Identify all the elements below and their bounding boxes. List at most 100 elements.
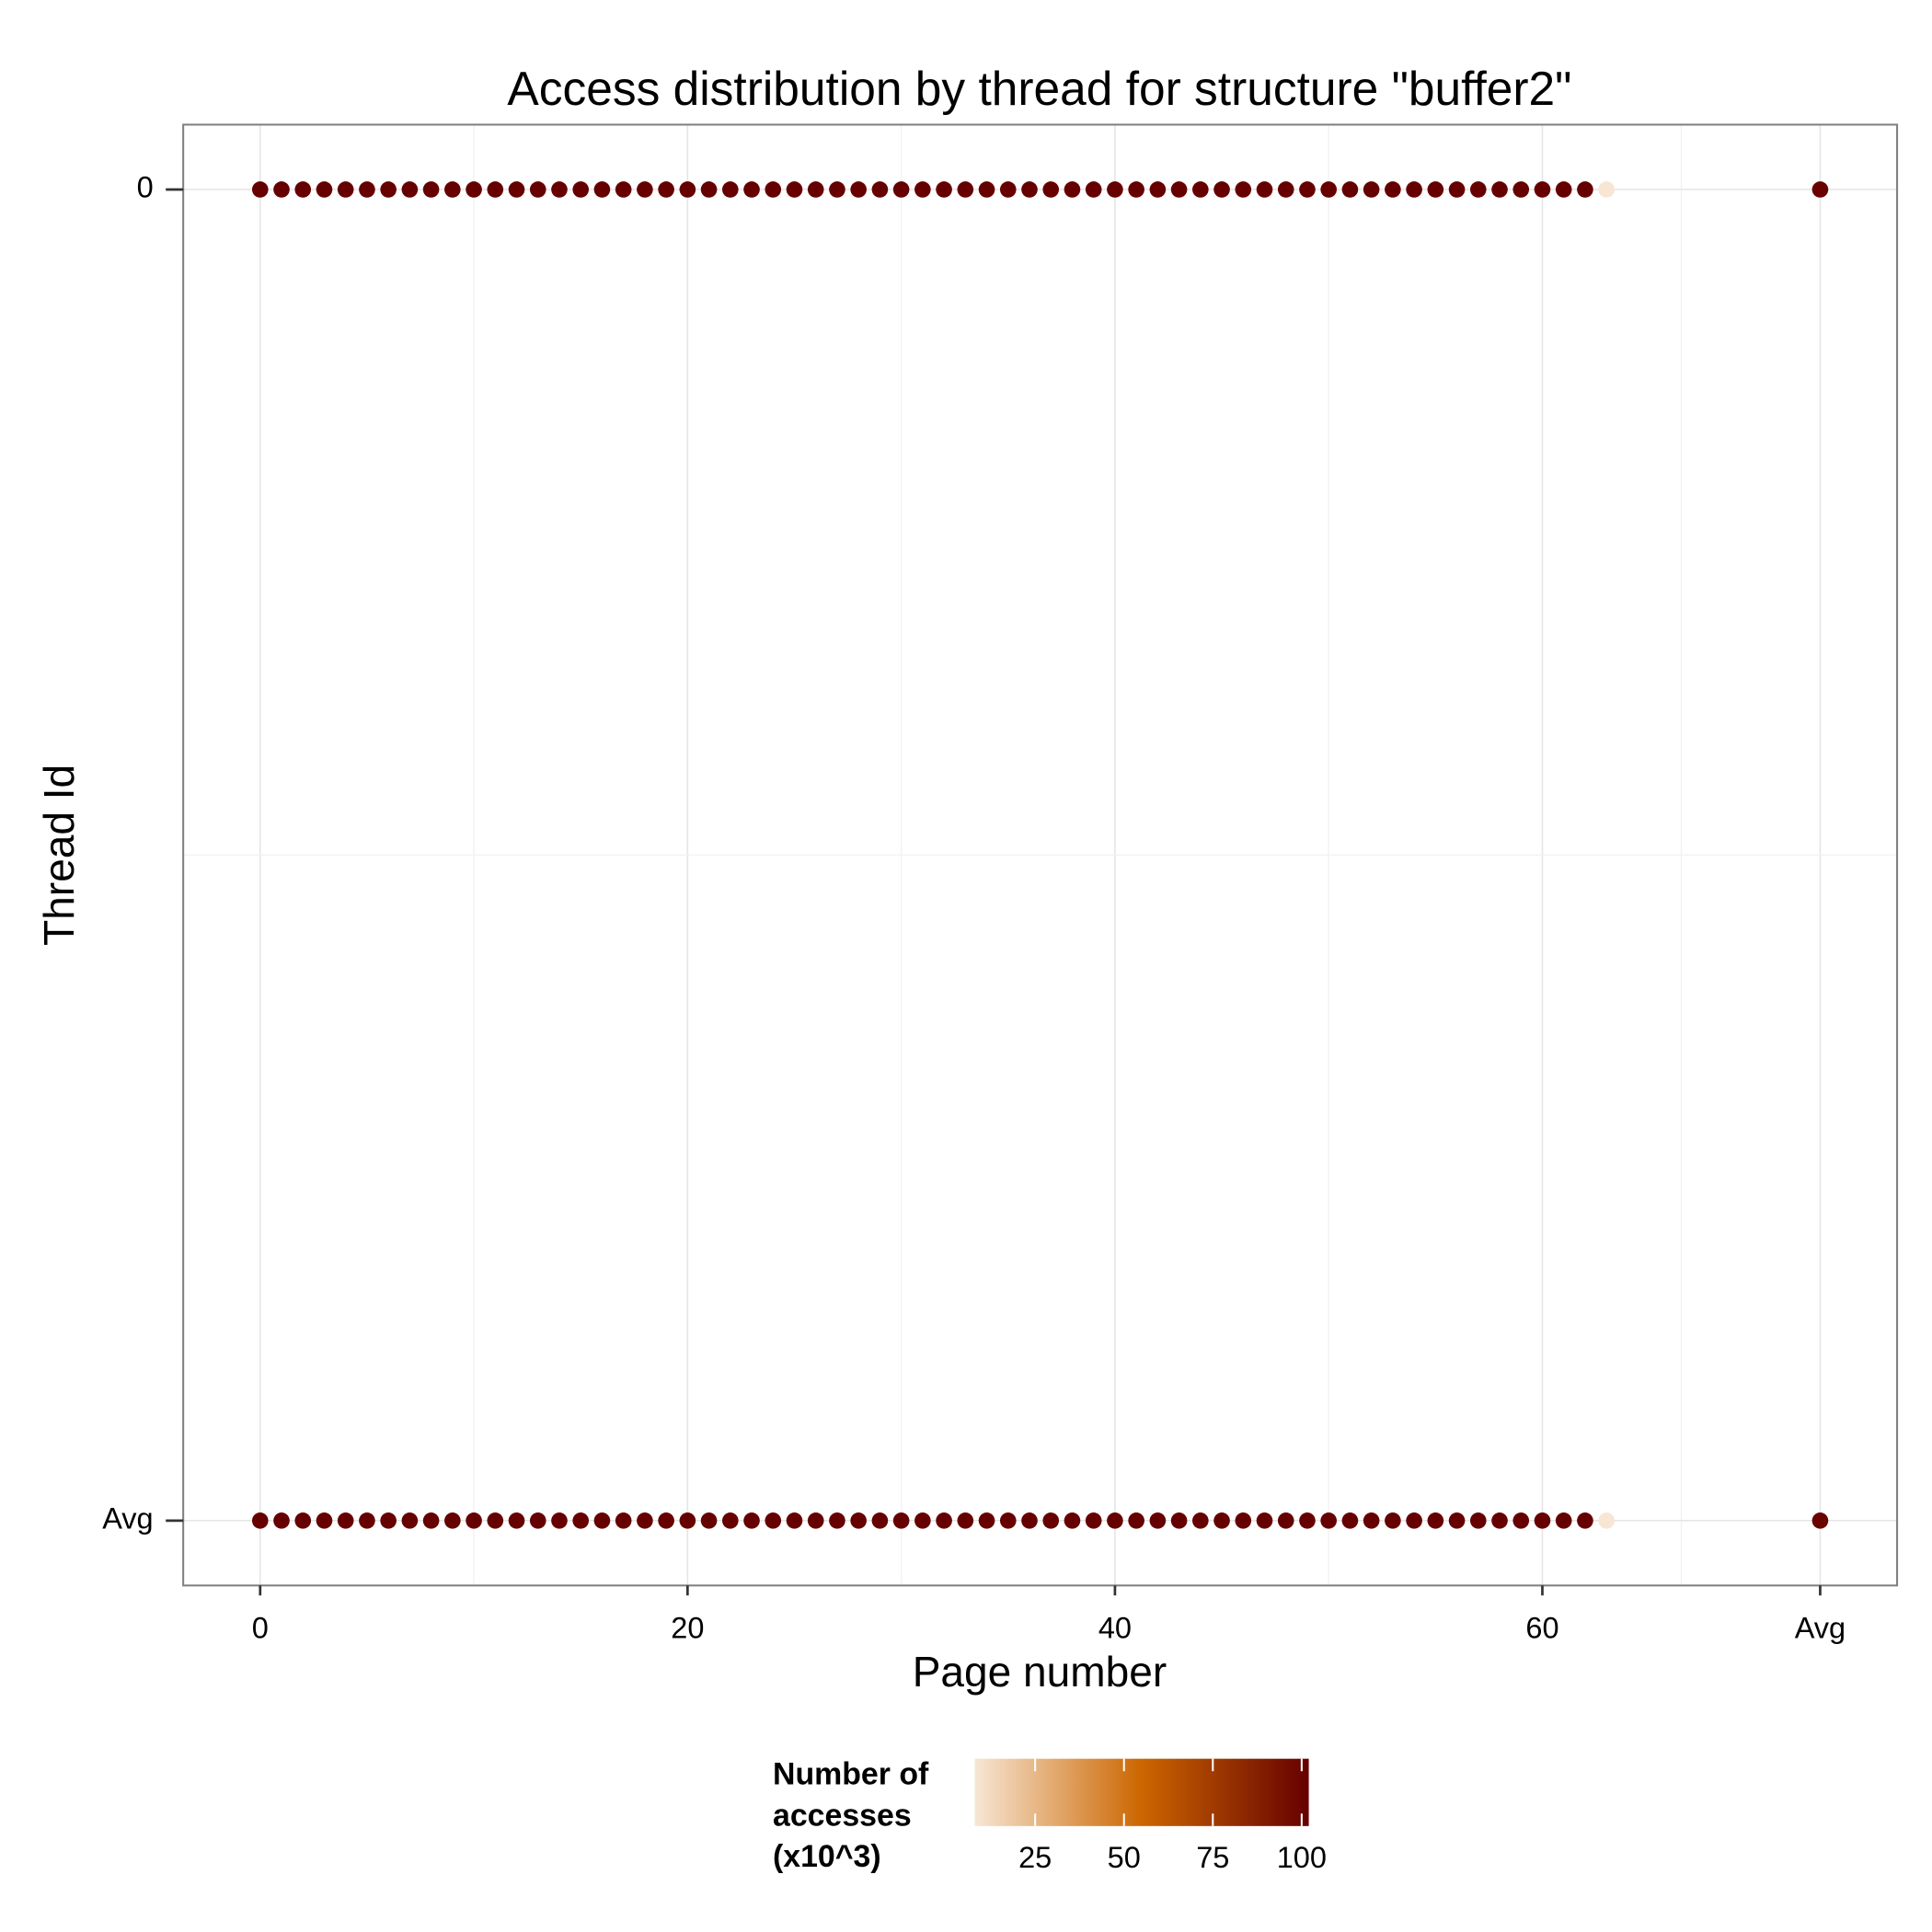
point xyxy=(786,181,803,198)
y-axis-label: Thread Id xyxy=(35,765,83,946)
colorbar-label: 25 xyxy=(1018,1841,1052,1874)
point xyxy=(1555,1512,1572,1529)
point xyxy=(572,181,590,198)
point xyxy=(700,181,718,198)
colorbar-label: 100 xyxy=(1277,1841,1327,1874)
colorbar-label: 75 xyxy=(1196,1841,1229,1874)
point xyxy=(508,181,525,198)
point xyxy=(1213,181,1230,198)
point xyxy=(999,1512,1017,1529)
point xyxy=(1598,181,1615,198)
x-tick-label: 0 xyxy=(252,1612,269,1645)
point xyxy=(957,181,974,198)
point xyxy=(422,181,440,198)
point xyxy=(1385,1512,1401,1529)
point xyxy=(1512,181,1530,198)
point xyxy=(1021,1512,1038,1529)
point xyxy=(401,181,419,198)
point xyxy=(251,181,269,198)
y-tick-label: Avg xyxy=(102,1501,153,1535)
point xyxy=(850,181,867,198)
chart-title: Access distribution by thread for struct… xyxy=(507,62,1571,115)
point xyxy=(999,181,1017,198)
point xyxy=(1235,181,1252,198)
point xyxy=(765,1512,782,1529)
point xyxy=(1320,1512,1338,1529)
point xyxy=(637,1512,653,1529)
point xyxy=(1406,1512,1422,1529)
point xyxy=(1341,1512,1359,1529)
point xyxy=(637,181,653,198)
point xyxy=(957,1512,974,1529)
point xyxy=(743,1512,760,1529)
point xyxy=(359,181,375,198)
point xyxy=(1107,1512,1123,1529)
point xyxy=(551,181,568,198)
point xyxy=(1128,1512,1144,1529)
point xyxy=(1277,1512,1294,1529)
point xyxy=(359,1512,375,1529)
point xyxy=(871,181,889,198)
point xyxy=(1427,181,1444,198)
point xyxy=(401,1512,419,1529)
point xyxy=(1064,1512,1081,1529)
point xyxy=(1427,1512,1444,1529)
point xyxy=(380,181,397,198)
point xyxy=(1811,1512,1829,1529)
point xyxy=(978,181,995,198)
point xyxy=(829,1512,845,1529)
point xyxy=(700,1512,718,1529)
point xyxy=(914,1512,931,1529)
point xyxy=(850,1512,867,1529)
point xyxy=(1256,181,1273,198)
x-tick-label: 40 xyxy=(1098,1612,1132,1645)
point xyxy=(1235,1512,1252,1529)
point xyxy=(786,1512,803,1529)
colorbar-label: 50 xyxy=(1108,1841,1141,1874)
point xyxy=(1491,1512,1508,1529)
point xyxy=(1128,181,1144,198)
point xyxy=(871,1512,889,1529)
point xyxy=(807,1512,824,1529)
point xyxy=(466,1512,482,1529)
point xyxy=(251,1512,269,1529)
point xyxy=(1341,181,1359,198)
point xyxy=(679,181,696,198)
point xyxy=(1064,181,1081,198)
point xyxy=(1170,1512,1188,1529)
colorbar xyxy=(974,1758,1309,1826)
point xyxy=(658,1512,674,1529)
point xyxy=(1811,181,1829,198)
point xyxy=(1320,181,1338,198)
point xyxy=(294,1512,312,1529)
legend-title: (x10^3) xyxy=(773,1839,881,1874)
point xyxy=(721,1512,739,1529)
point xyxy=(1299,181,1316,198)
point xyxy=(1448,181,1466,198)
point xyxy=(294,181,312,198)
point xyxy=(1021,181,1038,198)
point xyxy=(1469,181,1487,198)
point xyxy=(529,1512,546,1529)
point xyxy=(892,1512,910,1529)
x-tick-label: Avg xyxy=(1795,1612,1846,1645)
point xyxy=(1256,1512,1273,1529)
point xyxy=(466,181,482,198)
point xyxy=(765,181,782,198)
point xyxy=(1192,1512,1209,1529)
point xyxy=(380,1512,397,1529)
point xyxy=(1277,181,1294,198)
point xyxy=(1534,1512,1551,1529)
point xyxy=(721,181,739,198)
point xyxy=(978,1512,995,1529)
y-tick-label: 0 xyxy=(137,171,154,204)
point xyxy=(529,181,546,198)
point xyxy=(273,181,290,198)
point xyxy=(1577,181,1593,198)
point xyxy=(615,1512,632,1529)
point xyxy=(1192,181,1209,198)
point xyxy=(487,181,504,198)
point xyxy=(615,181,632,198)
point xyxy=(892,181,910,198)
